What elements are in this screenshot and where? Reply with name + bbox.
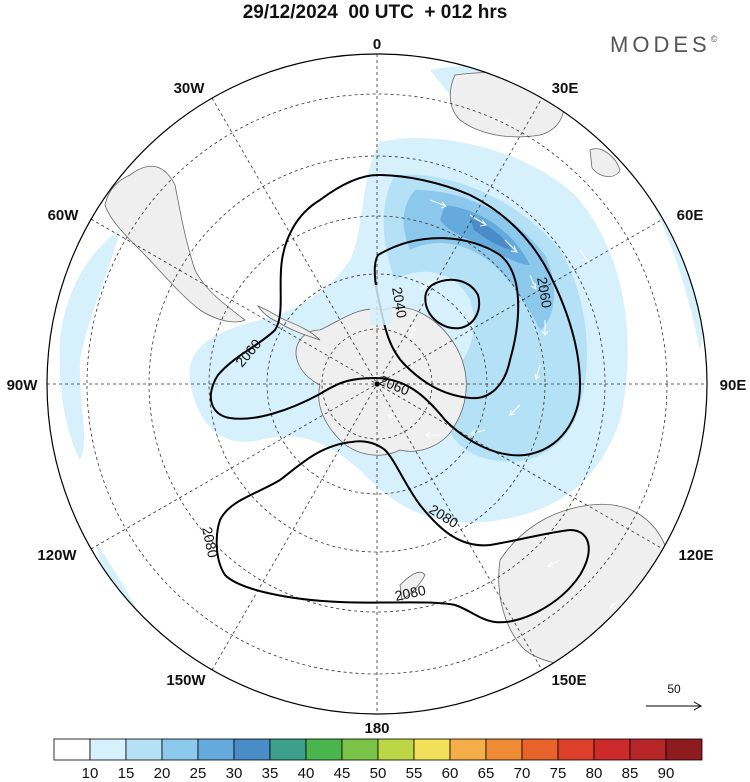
lon-label-150e: 150E	[551, 672, 586, 689]
wind-arrow	[529, 274, 537, 291]
lon-label-180: 180	[364, 720, 389, 737]
wind-arrow	[509, 404, 521, 416]
brand-text: MODES	[610, 32, 711, 57]
contour-2080	[215, 440, 590, 624]
wind-arrow	[534, 364, 541, 380]
colorbar-label: 10	[82, 765, 99, 782]
height-contours	[209, 173, 590, 624]
colorbar-swatch	[413, 738, 451, 761]
lon-label-30w: 30W	[174, 80, 206, 97]
lon-label-120e: 120E	[678, 547, 713, 564]
colorbar-swatch	[89, 738, 127, 761]
lon-label-90e: 90E	[720, 377, 747, 394]
wind-arrow	[387, 413, 401, 421]
lon-label-90w: 90W	[7, 377, 39, 394]
colorbar-label: 75	[550, 765, 567, 782]
vector-key: 50	[646, 682, 703, 711]
colorbar-label: 50	[370, 765, 387, 782]
wind-arrow	[119, 289, 131, 301]
lon-label-150w: 150W	[166, 672, 206, 689]
colorbar-swatch	[593, 738, 631, 761]
colorbar-label: 40	[298, 765, 315, 782]
colorbar-label: 30	[226, 765, 243, 782]
colorbar-label: 65	[478, 765, 495, 782]
colorbar-swatch	[125, 738, 163, 761]
lon-label-0: 0	[373, 36, 381, 53]
copyright-mark: ©	[710, 34, 718, 44]
colorbar-label: 15	[118, 765, 135, 782]
wind-band-outer-west	[59, 230, 120, 460]
colorbar-label: 90	[658, 765, 675, 782]
colorbar-swatch	[485, 738, 523, 761]
wind-arrow	[541, 320, 549, 336]
wind-arrow	[469, 214, 488, 227]
colorbar: 10 15 20 25 30 35 40 45 50 55 60 65 70 75 80 85 90	[53, 738, 703, 782]
new-zealand	[399, 571, 426, 601]
brand-logo: MODES©	[610, 32, 717, 58]
longitude-labels: 0 30E 60E 90E 120E 150E 180 150W 120W 90…	[7, 36, 747, 737]
lon-label-60w: 60W	[48, 207, 80, 224]
contour-label-2080: 2080	[199, 525, 221, 559]
wind-arrow	[409, 325, 416, 341]
wind-arrow	[425, 431, 440, 439]
colorbar-swatch	[557, 738, 595, 761]
wind-band-south	[95, 540, 150, 640]
southern-africa	[449, 72, 565, 138]
colorbar-swatch	[269, 738, 307, 761]
vector-key-label: 50	[667, 682, 681, 696]
wind-band-outer-east	[615, 120, 705, 350]
colorbar-swatch	[161, 738, 199, 761]
wind-vectors	[119, 118, 621, 609]
colorbar-label: 70	[514, 765, 531, 782]
wind-arrow	[579, 249, 589, 263]
colorbar-label: 85	[622, 765, 639, 782]
lon-label-30e: 30E	[552, 80, 579, 97]
contour-label-2080: 2080	[393, 582, 427, 604]
colorbar-label: 45	[334, 765, 351, 782]
contour-2060-north	[209, 173, 582, 457]
wind-arrow	[504, 239, 518, 253]
wind-arrow	[546, 559, 561, 568]
pole-marker	[374, 381, 380, 387]
colorbar-swatch	[53, 738, 91, 761]
wind-core-25	[403, 190, 555, 330]
antarctic-peninsula	[256, 305, 321, 341]
madagascar	[589, 148, 621, 177]
wind-arrow	[429, 199, 447, 209]
colorbar-label: 25	[190, 765, 207, 782]
colorbar-label: 20	[154, 765, 171, 782]
colorbar-swatch	[665, 738, 703, 761]
colorbar-label: 80	[586, 765, 603, 782]
contour-label-2060: 2060	[534, 276, 555, 310]
colorbar-label: 55	[406, 765, 423, 782]
contour-label-2040: 2040	[389, 286, 410, 320]
vector-key-arrowhead	[693, 701, 703, 711]
wind-arrow	[495, 118, 511, 126]
colorbar-swatch	[305, 738, 343, 761]
colorbar-swatch	[233, 738, 271, 761]
contour-2040-inner	[424, 278, 480, 330]
colorbar-swatch	[377, 738, 415, 761]
map-title: 29/12/2024 00 UTC + 012 hrs	[242, 2, 508, 23]
wind-arrow	[609, 599, 621, 609]
lon-label-60e: 60E	[677, 207, 704, 224]
colorbar-swatch	[629, 738, 667, 761]
colorbar-swatch	[197, 738, 235, 761]
south-america	[104, 165, 246, 323]
lon-label-120w: 120W	[37, 547, 77, 564]
colorbar-label: 35	[262, 765, 279, 782]
map-border	[46, 53, 708, 715]
colorbar-label: 60	[442, 765, 459, 782]
map-disk: 2040 2060 2060 2060 2080 2080 2080	[47, 54, 707, 714]
colorbar-swatch	[341, 738, 379, 761]
contour-label-bg	[370, 285, 392, 325]
colorbar-swatch	[521, 738, 559, 761]
colorbar-swatch	[449, 738, 487, 761]
